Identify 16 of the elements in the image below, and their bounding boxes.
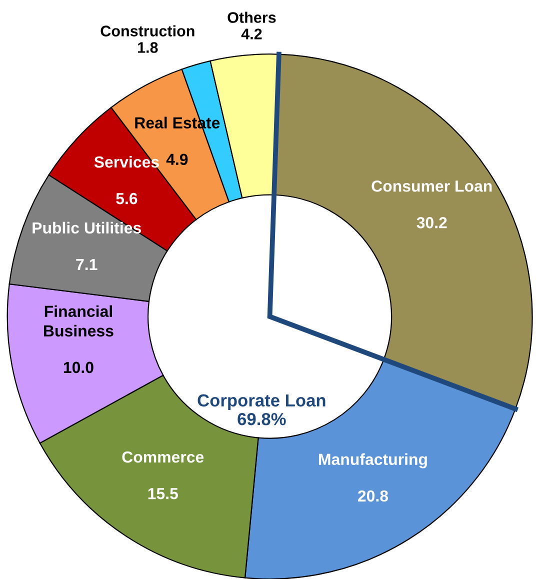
slice-label: Construction (100, 25, 194, 36)
data-label: 10.0 (64, 362, 94, 374)
data-label: 20.8 (358, 490, 388, 502)
data-label: 4.9 (166, 154, 188, 166)
text: Corporate Loan 69.8% (198, 394, 326, 426)
data-label: 5.6 (116, 192, 138, 204)
slice-label: Commerce (122, 451, 204, 463)
slice-label: Manufacturing (319, 453, 427, 468)
slice-label: Financial Business (44, 305, 114, 337)
data-label: 30.2 (416, 217, 447, 228)
data-label: 4.2 (241, 28, 262, 40)
data-label: 15.5 (148, 488, 178, 500)
data-label: 1.8 (138, 42, 158, 53)
slice-label: Others (228, 12, 276, 23)
data-label: 7.1 (76, 258, 98, 270)
slice-label: Consumer Loan (372, 180, 492, 192)
